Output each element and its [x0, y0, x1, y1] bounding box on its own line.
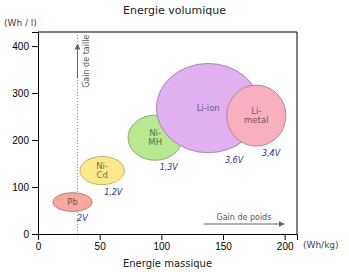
x-axis-line: [39, 235, 298, 241]
x-tick-mark: [223, 234, 224, 240]
marks: [53, 32, 286, 234]
arrow-right: [204, 224, 284, 225]
y-tick: 300: [12, 88, 38, 99]
y-axis-label: (Wh / l): [4, 18, 37, 28]
battery-ellipse: [227, 85, 286, 146]
x-tick-label: 0: [36, 241, 42, 252]
title: Energie volumique: [123, 4, 226, 17]
frame-right: [297, 32, 298, 234]
voltage-label: 1,3V: [160, 163, 179, 172]
x-tick: 100: [153, 234, 170, 252]
y-tick-mark: [32, 234, 38, 235]
voltage-label: 3,6V: [225, 156, 244, 165]
battery-name: Ni-MH: [148, 128, 162, 147]
plot: 0501001502000100200300400Gain de tailleG…: [12, 32, 297, 252]
y-tick: 100: [12, 182, 38, 193]
x-tick-label: 50: [95, 241, 107, 252]
y-tick-label: 0: [23, 229, 29, 240]
x-tick-mark: [161, 234, 162, 240]
voltage-label: 2V: [77, 214, 88, 223]
x-tick-mark: [100, 234, 101, 240]
x-tick: 200: [277, 234, 294, 252]
x-axis-unit: (Wh/kg): [303, 240, 339, 250]
arrow-label: Gain de taille: [82, 35, 91, 88]
y-tick-label: 300: [12, 88, 29, 99]
x-axis-label: Energie massique: [123, 258, 212, 269]
x-tick-mark: [285, 234, 286, 240]
y-tick-mark: [32, 187, 38, 188]
frame-top: [38, 32, 297, 33]
x-tick-label: 150: [215, 241, 232, 252]
battery-ellipse: [80, 156, 124, 184]
chart: 0501001502000100200300400Gain de tailleG…: [0, 0, 349, 272]
y-tick: 200: [12, 135, 38, 146]
x-tick: 50: [95, 234, 107, 252]
y-tick-mark: [32, 140, 38, 141]
labels: Gain de taille Gain de poids Pb 2V Ni-Cd 1,2V…: [67, 35, 284, 224]
y-tick-mark: [32, 46, 38, 47]
y-tick: 400: [12, 41, 38, 52]
voltage-label: 3,4V: [262, 149, 281, 158]
battery-name: Li-metal: [244, 106, 268, 125]
arrow-up: [77, 44, 78, 78]
voltage-label: 1,2V: [104, 188, 123, 197]
battery-name: Pb: [67, 197, 78, 207]
y-tick: 0: [23, 229, 38, 240]
y-axis: 0 100 200 300 400: [12, 33, 38, 240]
x-tick: 150: [215, 234, 232, 252]
x-axis: 0 50 100 150 200: [36, 234, 298, 252]
arrow-label: Gain de poids: [216, 213, 271, 222]
x-tick-label: 200: [277, 241, 294, 252]
y-tick-label: 400: [12, 41, 29, 52]
y-tick-label: 200: [12, 135, 29, 146]
battery-ellipse: [53, 193, 92, 212]
y-tick-mark: [32, 93, 38, 94]
x-tick-label: 100: [153, 241, 170, 252]
y-axis-line: [32, 33, 39, 235]
y-tick-label: 100: [12, 182, 29, 193]
x-tick: 0: [36, 234, 42, 252]
battery-name: Li-ion: [197, 103, 220, 113]
battery-name: Ni-Cd: [96, 161, 108, 180]
